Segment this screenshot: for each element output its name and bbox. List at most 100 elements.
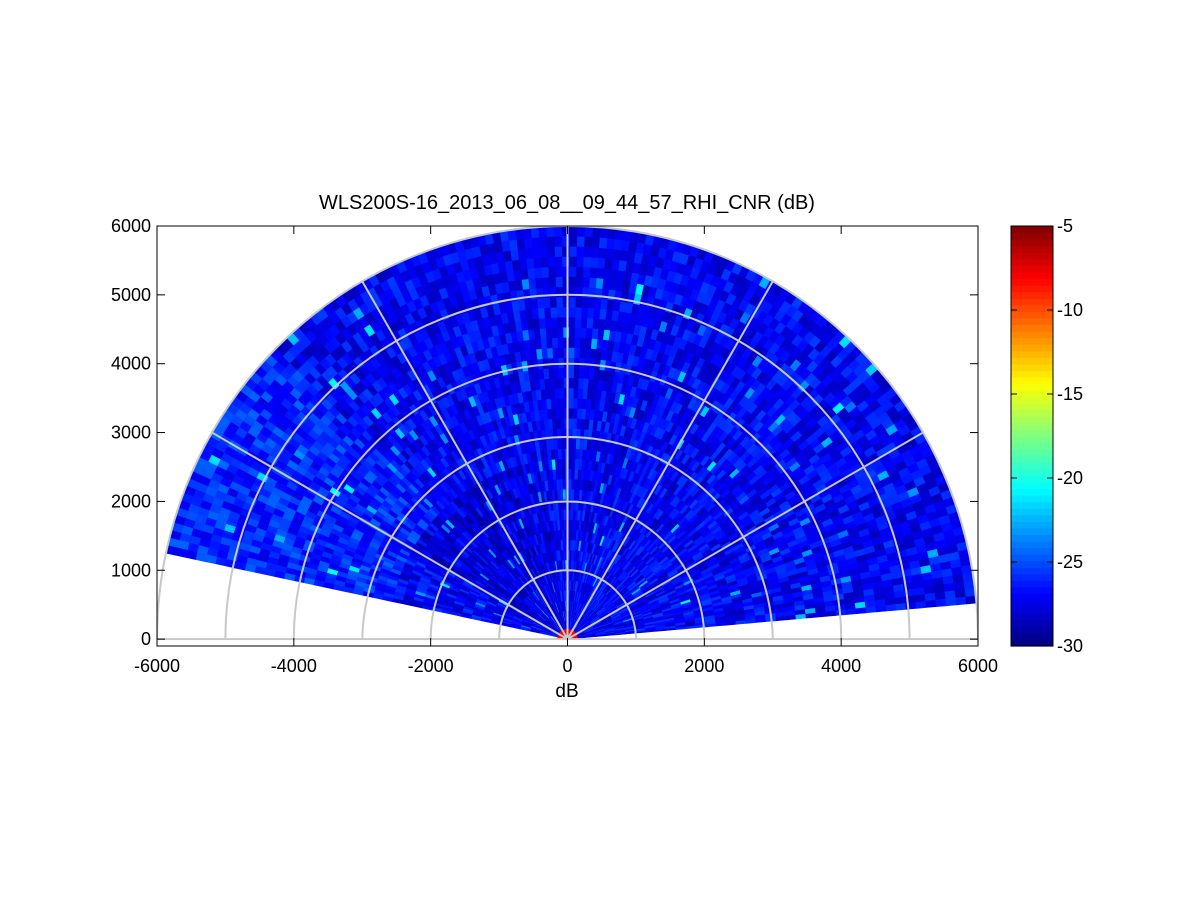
data-cell <box>551 337 559 349</box>
data-cell <box>544 327 553 339</box>
data-cell <box>554 387 560 399</box>
data-cell <box>556 306 564 318</box>
data-cell <box>568 367 575 379</box>
data-cell <box>522 227 532 239</box>
data-cell <box>544 317 552 329</box>
data-cell <box>567 458 572 470</box>
data-cell <box>580 317 588 329</box>
data-cell <box>586 307 595 319</box>
data-cell <box>568 417 573 429</box>
data-cell <box>584 347 592 359</box>
data-cell <box>568 377 574 389</box>
data-cell <box>546 246 556 258</box>
data-cell <box>568 316 576 328</box>
data-cell <box>601 278 611 290</box>
data-cell <box>578 357 585 369</box>
data-cell <box>575 418 582 430</box>
data-cell <box>554 397 561 409</box>
data-cell <box>534 277 543 289</box>
data-cell <box>576 397 583 409</box>
data-cell <box>573 367 580 379</box>
data-cell <box>598 237 608 249</box>
data-cell <box>613 238 623 251</box>
data-cell <box>591 327 599 340</box>
data-cell <box>546 236 555 248</box>
data-cell <box>591 317 600 330</box>
data-cell <box>602 267 612 280</box>
data-cell <box>568 245 577 257</box>
data-cell <box>558 387 565 399</box>
data-cell <box>551 347 559 359</box>
data-cell <box>574 296 583 308</box>
scan-data <box>165 226 977 640</box>
data-cell <box>586 317 594 329</box>
data-cell <box>559 417 565 429</box>
data-cell <box>556 326 564 338</box>
data-cell <box>591 226 601 238</box>
data-cell <box>605 237 615 250</box>
data-cell <box>542 296 551 309</box>
data-cell <box>603 257 613 270</box>
data-cell <box>570 468 575 480</box>
data-cell <box>582 256 592 268</box>
data-cell <box>560 438 566 450</box>
data-cell <box>577 387 584 399</box>
data-cell <box>575 266 584 278</box>
data-cell <box>548 276 557 288</box>
data-cell <box>568 407 574 419</box>
data-cell <box>575 245 585 258</box>
data-cell <box>568 276 577 288</box>
data-cell <box>543 307 551 319</box>
data-cell <box>539 256 549 268</box>
data-cell <box>567 468 572 480</box>
data-cell <box>553 245 563 257</box>
data-cell <box>567 488 572 500</box>
data-cell <box>577 377 584 389</box>
data-cell <box>596 257 606 269</box>
data-cell <box>583 236 593 248</box>
data-cell <box>567 478 572 490</box>
data-cell <box>554 276 563 288</box>
data-cell <box>599 226 609 239</box>
data-cell <box>576 235 585 247</box>
data-cell <box>568 336 575 348</box>
data-cell <box>575 256 584 268</box>
data-cell <box>568 438 573 449</box>
data-cell <box>529 226 540 239</box>
data-cell <box>579 327 587 339</box>
data-cell <box>571 438 577 450</box>
data-cell <box>531 246 541 259</box>
data-cell <box>568 387 574 399</box>
data-cell <box>537 226 547 238</box>
data-cell <box>573 337 581 349</box>
data-cell <box>549 296 557 308</box>
data-cell <box>568 296 576 308</box>
data-cell <box>568 397 574 409</box>
data-cell <box>533 267 543 279</box>
data-cell <box>568 235 578 247</box>
data-cell <box>575 276 584 288</box>
data-cell <box>597 247 607 259</box>
data-cell <box>557 337 564 348</box>
data-cell <box>559 407 565 419</box>
data-cell <box>568 256 577 267</box>
data-cell <box>572 407 578 419</box>
data-cell <box>538 236 548 248</box>
data-cell <box>530 236 540 249</box>
data-cell <box>595 277 604 289</box>
data-cell <box>593 297 602 309</box>
data-cell <box>568 306 576 318</box>
data-cell <box>570 478 575 490</box>
data-cell <box>578 367 585 379</box>
data-cell <box>574 306 582 318</box>
data-cell <box>557 357 564 369</box>
data-cell <box>578 347 586 359</box>
data-cell <box>545 337 553 349</box>
data-cell <box>574 326 581 338</box>
data-cell <box>571 448 576 460</box>
data-cell <box>558 377 565 389</box>
data-cell <box>523 237 533 249</box>
data-cell <box>955 596 967 606</box>
data-cell <box>576 226 586 237</box>
data-cell <box>574 316 582 328</box>
